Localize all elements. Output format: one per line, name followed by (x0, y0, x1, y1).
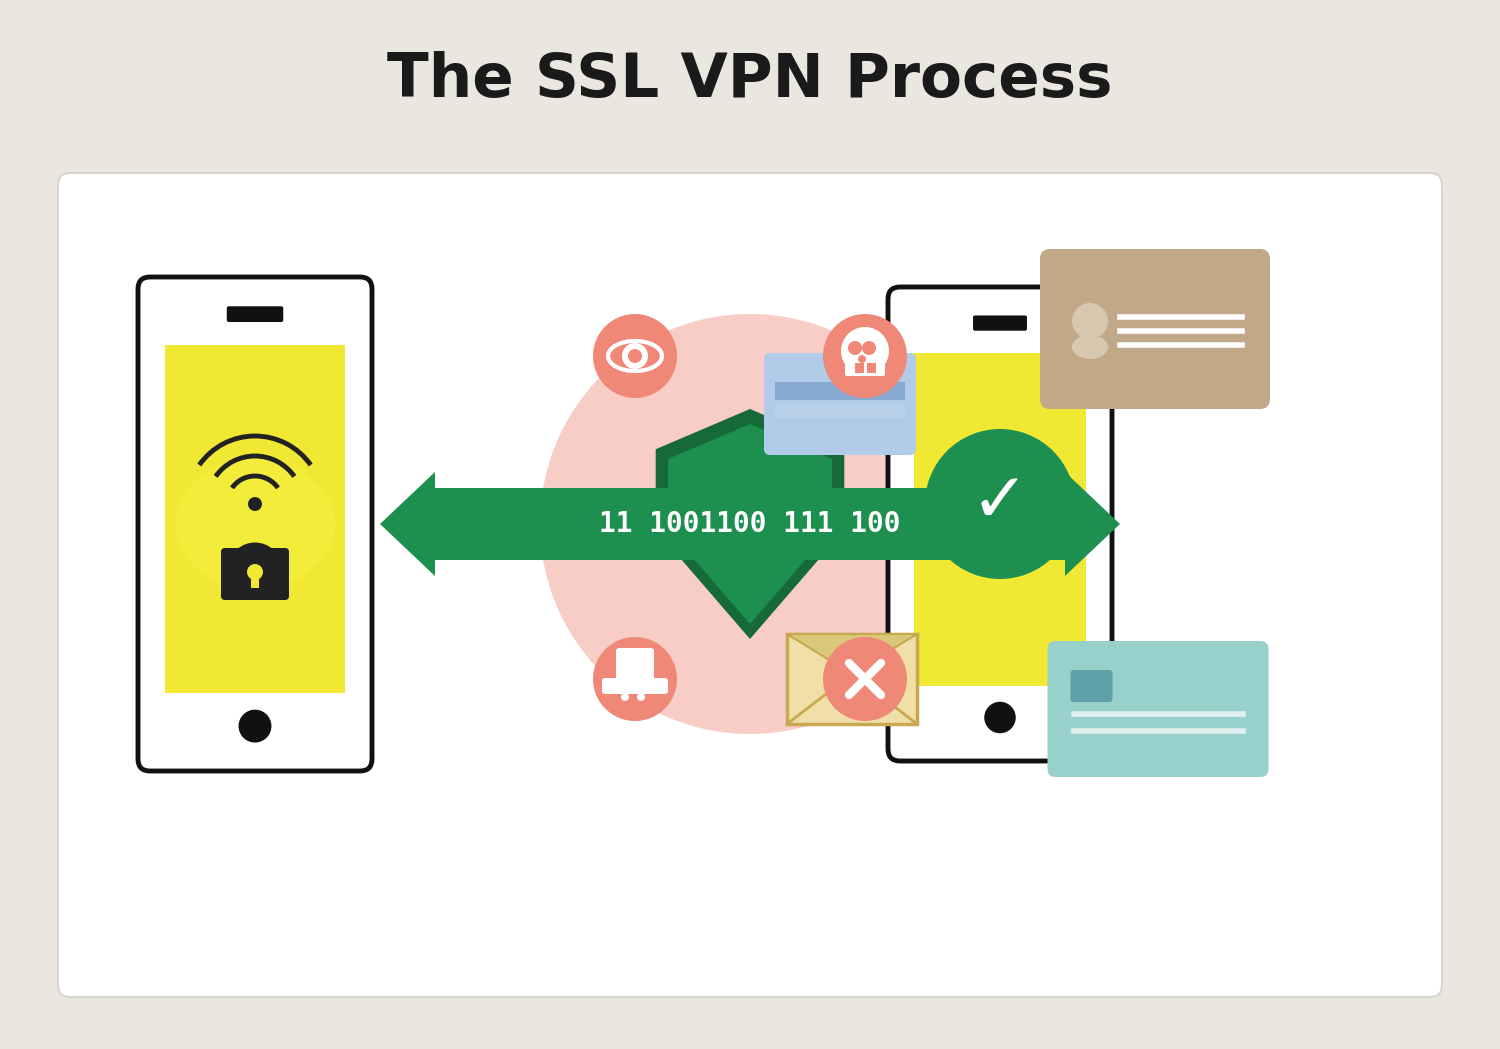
Circle shape (248, 564, 262, 580)
FancyBboxPatch shape (776, 382, 904, 400)
FancyBboxPatch shape (867, 363, 876, 373)
FancyBboxPatch shape (914, 354, 1086, 686)
Circle shape (984, 702, 1016, 733)
Text: ✓: ✓ (970, 469, 1029, 535)
Circle shape (592, 314, 676, 398)
FancyBboxPatch shape (616, 648, 654, 684)
Ellipse shape (1072, 335, 1108, 359)
FancyBboxPatch shape (974, 316, 1028, 330)
Circle shape (622, 343, 648, 369)
Polygon shape (668, 424, 832, 624)
Circle shape (824, 314, 908, 398)
FancyBboxPatch shape (844, 356, 885, 376)
FancyBboxPatch shape (764, 354, 916, 455)
Polygon shape (1065, 472, 1120, 576)
FancyBboxPatch shape (435, 488, 1065, 560)
FancyBboxPatch shape (58, 173, 1442, 997)
Circle shape (842, 327, 890, 374)
FancyBboxPatch shape (602, 678, 668, 694)
Circle shape (847, 341, 862, 355)
Circle shape (926, 429, 1076, 579)
Circle shape (248, 497, 262, 511)
Polygon shape (380, 472, 435, 576)
Circle shape (621, 693, 628, 701)
FancyBboxPatch shape (888, 287, 1112, 761)
Polygon shape (656, 409, 844, 639)
Circle shape (592, 637, 676, 721)
FancyBboxPatch shape (1071, 670, 1113, 702)
Circle shape (858, 355, 865, 363)
FancyBboxPatch shape (220, 548, 290, 600)
FancyBboxPatch shape (788, 634, 916, 724)
FancyBboxPatch shape (1047, 641, 1269, 777)
Circle shape (824, 637, 908, 721)
Ellipse shape (176, 459, 334, 588)
FancyBboxPatch shape (226, 306, 284, 322)
Polygon shape (788, 634, 916, 675)
FancyBboxPatch shape (251, 576, 260, 588)
Circle shape (540, 314, 960, 734)
Circle shape (238, 710, 272, 743)
FancyBboxPatch shape (855, 363, 864, 373)
Text: The SSL VPN Process: The SSL VPN Process (387, 50, 1113, 109)
Circle shape (638, 693, 645, 701)
FancyBboxPatch shape (165, 345, 345, 693)
FancyBboxPatch shape (138, 277, 372, 771)
Circle shape (862, 341, 876, 355)
Text: 11 1001100 111 100: 11 1001100 111 100 (598, 510, 900, 538)
Circle shape (628, 349, 642, 363)
Circle shape (1072, 303, 1108, 339)
FancyBboxPatch shape (1040, 249, 1270, 409)
FancyBboxPatch shape (776, 404, 904, 418)
